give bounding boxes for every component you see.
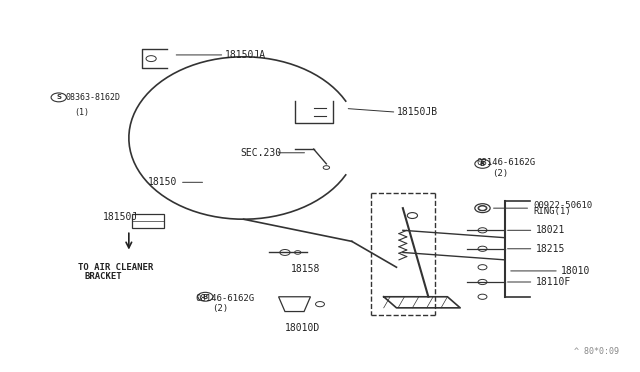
Text: S: S	[56, 94, 61, 100]
Text: BRACKET: BRACKET	[84, 272, 122, 281]
Text: 08363-8162D: 08363-8162D	[65, 93, 120, 102]
Text: TO AIR CLEANER: TO AIR CLEANER	[78, 263, 153, 272]
Text: 18010D: 18010D	[285, 323, 320, 333]
Text: RING(1): RING(1)	[534, 207, 571, 217]
Text: SEC.230: SEC.230	[241, 148, 282, 158]
Text: 08146-6162G: 08146-6162G	[476, 157, 535, 167]
Text: 18150JA: 18150JA	[225, 50, 266, 60]
Text: B: B	[203, 294, 208, 300]
Text: 18150JB: 18150JB	[396, 107, 438, 117]
Text: 18158: 18158	[291, 264, 321, 274]
Text: B: B	[480, 161, 485, 167]
Text: 18150J: 18150J	[103, 212, 139, 222]
Text: 00922-50610: 00922-50610	[534, 201, 593, 210]
Text: 08146-6162G: 08146-6162G	[196, 294, 255, 303]
Text: ^ 80*0:09: ^ 80*0:09	[575, 347, 620, 356]
Text: (2): (2)	[492, 169, 508, 177]
Text: 18010: 18010	[561, 266, 590, 276]
Text: (1): (1)	[75, 108, 90, 117]
Text: 18150: 18150	[148, 177, 177, 187]
Text: 18110F: 18110F	[536, 277, 571, 287]
Text: 18215: 18215	[536, 244, 564, 254]
Text: 18021: 18021	[536, 225, 564, 235]
Text: (2): (2)	[212, 304, 228, 313]
